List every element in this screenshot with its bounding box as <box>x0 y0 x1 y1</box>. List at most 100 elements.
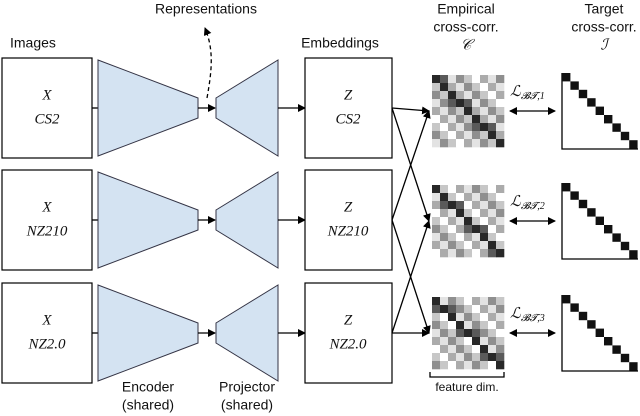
matrix-cell <box>456 249 465 258</box>
embedding-symbol: Z <box>344 87 353 103</box>
matrix-cell <box>480 297 489 306</box>
empirical-symbol: 𝒞 <box>461 37 476 53</box>
target-cell <box>620 131 630 141</box>
matrix-cell <box>464 123 473 132</box>
matrix-cell <box>448 329 457 338</box>
encoder <box>97 59 199 157</box>
matrix-cell <box>480 131 489 140</box>
matrix-cell <box>448 99 457 108</box>
matrix-cell <box>488 249 497 258</box>
target-cell <box>612 345 621 354</box>
matrix-cell <box>456 131 465 140</box>
image-box <box>1 169 93 271</box>
matrix-cell <box>440 99 449 108</box>
matrix-cell <box>472 75 481 84</box>
matrix-cell <box>440 329 449 338</box>
matrix-cell <box>464 131 473 140</box>
matrix-cell <box>464 361 473 370</box>
matrix-cell <box>488 217 497 226</box>
matrix-cell <box>456 107 465 116</box>
embedding-box <box>304 169 393 271</box>
matrix-cell <box>480 217 489 226</box>
matrix-cell <box>496 83 505 92</box>
matrix-cell <box>472 131 481 140</box>
image-label: NZ2.0 <box>27 336 66 352</box>
target-cell <box>595 106 604 115</box>
matrix-cell <box>440 201 449 210</box>
target-cell <box>629 250 638 259</box>
empirical-title: cross-corr. <box>433 19 498 35</box>
matrix-cell <box>440 297 449 306</box>
target-axes <box>561 183 638 260</box>
matrix-cell <box>488 337 497 346</box>
matrix-cell <box>440 337 449 346</box>
loss-subscript: 𝓑𝓣,3 <box>521 313 545 324</box>
target-cell <box>620 241 630 251</box>
matrix-cell <box>456 313 465 322</box>
matrix-cell <box>440 321 449 330</box>
matrix-cell <box>496 225 505 234</box>
matrix-cell <box>464 313 473 322</box>
matrix-cell <box>432 99 441 108</box>
matrix-cell <box>448 139 457 148</box>
matrix-cell <box>432 91 441 100</box>
matrix-cell <box>432 345 441 354</box>
matrix-cell <box>440 249 449 258</box>
matrix-cell <box>472 185 481 194</box>
matrix-cell <box>464 321 473 330</box>
matrix-cell <box>464 193 473 202</box>
matrix-cell <box>480 305 489 314</box>
matrix-cell <box>488 185 497 194</box>
matrix-cell <box>440 91 449 100</box>
matrix-cell <box>456 99 465 108</box>
matrix-cell <box>496 297 505 306</box>
image-symbol: X <box>41 312 52 328</box>
loss-symbol: ℒ <box>510 306 522 322</box>
matrix-cell <box>448 185 457 194</box>
target-cell <box>604 337 613 346</box>
matrix-cell <box>488 99 497 108</box>
feature-dim-label: feature dim. <box>435 380 498 394</box>
matrix-cell <box>440 193 449 202</box>
matrix-cell <box>480 233 489 242</box>
matrix-cell <box>464 209 473 218</box>
matrix-cell <box>440 305 449 314</box>
matrix-cell <box>456 83 465 92</box>
matrix-cell <box>464 83 473 92</box>
matrix-cell <box>480 361 489 370</box>
image-label: CS2 <box>34 111 60 127</box>
matrix-cell <box>464 225 473 234</box>
matrix-cell <box>480 321 489 330</box>
target-cell <box>562 295 571 304</box>
target-cell <box>595 216 604 225</box>
matrix-cell <box>488 83 497 92</box>
matrix-cell <box>496 249 505 258</box>
image-box <box>1 57 93 159</box>
matrix-cell <box>472 99 481 108</box>
matrix-cell <box>456 353 465 362</box>
feature-dim-bracket <box>429 372 505 378</box>
matrix-cell <box>456 75 465 84</box>
matrix-cell <box>488 209 497 218</box>
matrix-cell <box>456 337 465 346</box>
representations-label: Representations <box>155 1 257 17</box>
matrix-cell <box>480 329 489 338</box>
matrix-cell <box>472 305 481 314</box>
empirical-title: Empirical <box>437 1 495 17</box>
matrix-cell <box>440 353 449 362</box>
matrix-cell <box>456 217 465 226</box>
matrix-cell <box>456 185 465 194</box>
target-symbol: ℐ <box>600 37 610 53</box>
matrix-cell <box>496 123 505 132</box>
matrix-cell <box>432 115 441 124</box>
matrix-cell <box>432 241 441 250</box>
target-cell <box>587 320 596 329</box>
matrix-cell <box>440 115 449 124</box>
matrix-cell <box>472 139 481 148</box>
matrix-cell <box>480 249 489 258</box>
matrix-cell <box>488 233 497 242</box>
matrix-cell <box>496 75 505 84</box>
matrix-cell <box>472 353 481 362</box>
target-cell <box>578 89 588 99</box>
matrix-cell <box>448 115 457 124</box>
